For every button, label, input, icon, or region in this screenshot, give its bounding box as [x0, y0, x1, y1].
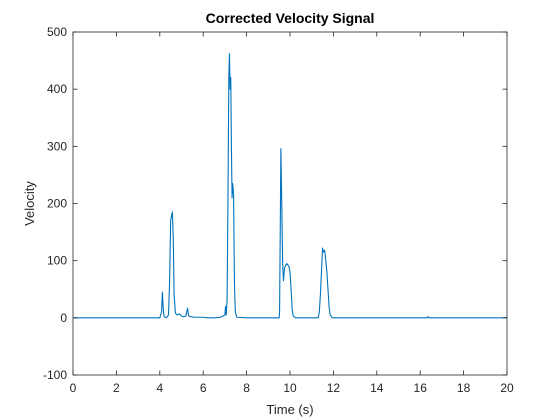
x-tick-label: 16	[414, 381, 428, 395]
x-tick-label: 2	[113, 381, 120, 395]
x-tick-label: 10	[283, 381, 297, 395]
y-tick-label: 200	[47, 197, 67, 211]
x-tick-label: 12	[327, 381, 341, 395]
chart-title: Corrected Velocity Signal	[206, 10, 375, 26]
x-tick-label: 14	[370, 381, 384, 395]
y-tick-label: 0	[60, 311, 67, 325]
series-layer	[73, 53, 508, 319]
x-tick-label: 20	[500, 381, 514, 395]
y-tick-label: 400	[47, 82, 67, 96]
y-tick-label: -100	[43, 368, 67, 382]
velocity-series-line	[73, 53, 508, 319]
x-tick-label: 6	[200, 381, 207, 395]
x-tick-label: 0	[70, 381, 77, 395]
y-tick-label: 300	[47, 139, 67, 153]
y-tick-label: 100	[47, 254, 67, 268]
x-tick-label: 8	[243, 381, 250, 395]
y-tick-label: 500	[47, 25, 67, 39]
x-tick-label: 18	[457, 381, 471, 395]
plot-area	[72, 31, 508, 376]
x-tick-label: 4	[156, 381, 163, 395]
y-axis-label: Velocity	[22, 181, 37, 226]
x-axis-label: Time (s)	[266, 402, 313, 417]
